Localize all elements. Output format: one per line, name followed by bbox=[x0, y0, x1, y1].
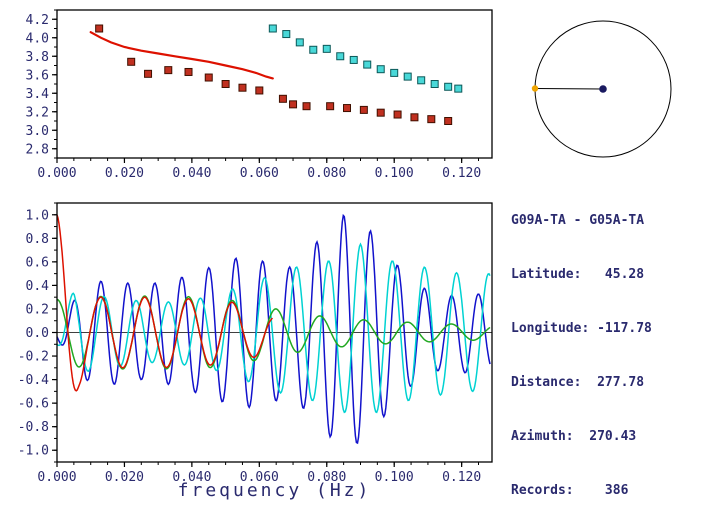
svg-text:0.020: 0.020 bbox=[105, 166, 144, 181]
svg-text:0.0: 0.0 bbox=[26, 326, 49, 341]
svg-text:3.4: 3.4 bbox=[26, 87, 50, 102]
svg-text:0.6: 0.6 bbox=[26, 255, 49, 270]
frequency-axis-label: frequency (Hz) bbox=[177, 480, 372, 501]
svg-text:-0.6: -0.6 bbox=[18, 397, 49, 412]
svg-text:0.000: 0.000 bbox=[37, 470, 76, 485]
info-line-records: Records: 386 bbox=[511, 483, 629, 498]
station-info-panel: G09A-TA - G05A-TA Latitude: 45.28 Longit… bbox=[511, 176, 663, 519]
svg-text:2.8: 2.8 bbox=[26, 142, 49, 157]
svg-text:0.080: 0.080 bbox=[307, 166, 346, 181]
svg-text:0.080: 0.080 bbox=[307, 470, 346, 485]
azimuth-circle-plot bbox=[531, 20, 672, 158]
svg-text:0.8: 0.8 bbox=[26, 232, 49, 247]
svg-text:0.040: 0.040 bbox=[172, 470, 211, 485]
svg-text:-1.0: -1.0 bbox=[18, 444, 49, 459]
svg-text:0.060: 0.060 bbox=[240, 166, 279, 181]
svg-text:-0.8: -0.8 bbox=[18, 420, 49, 435]
svg-text:3.0: 3.0 bbox=[26, 124, 49, 139]
svg-text:0.040: 0.040 bbox=[172, 166, 211, 181]
svg-text:3.8: 3.8 bbox=[26, 50, 49, 65]
info-line-latitude: Latitude: 45.28 bbox=[511, 267, 645, 282]
waveform-plot: 0.000 0.020 0.040 0.060 0.080 0.100 0.120 -1.0 -… bbox=[18, 202, 493, 485]
svg-text:0.4: 0.4 bbox=[26, 279, 50, 294]
svg-text:0.000: 0.000 bbox=[37, 166, 76, 181]
svg-text:3.6: 3.6 bbox=[26, 68, 49, 83]
svg-text:0.2: 0.2 bbox=[26, 302, 49, 317]
station-pair-title: G09A-TA - G05A-TA bbox=[511, 213, 645, 228]
info-line-longitude: Longitude: -117.78 bbox=[511, 321, 652, 336]
svg-text:0.120: 0.120 bbox=[442, 470, 481, 485]
info-line-azimuth: Azimuth: 270.43 bbox=[511, 429, 637, 444]
info-line-distance: Distance: 277.78 bbox=[511, 375, 645, 390]
dispersion-plot: 0.000 0.020 0.040 0.060 0.080 0.100 0.120 2.8 3.… bbox=[26, 9, 493, 181]
svg-text:0.060: 0.060 bbox=[240, 470, 279, 485]
svg-text:0.120: 0.120 bbox=[442, 166, 481, 181]
svg-text:0.100: 0.100 bbox=[375, 470, 414, 485]
svg-text:-0.2: -0.2 bbox=[18, 350, 49, 365]
svg-text:0.100: 0.100 bbox=[375, 166, 414, 181]
svg-text:-0.4: -0.4 bbox=[18, 373, 49, 388]
svg-text:4.2: 4.2 bbox=[26, 13, 49, 28]
svg-text:1.0: 1.0 bbox=[26, 208, 49, 223]
svg-text:4.0: 4.0 bbox=[26, 31, 49, 46]
svg-text:0.020: 0.020 bbox=[105, 470, 144, 485]
svg-text:3.2: 3.2 bbox=[26, 105, 49, 120]
